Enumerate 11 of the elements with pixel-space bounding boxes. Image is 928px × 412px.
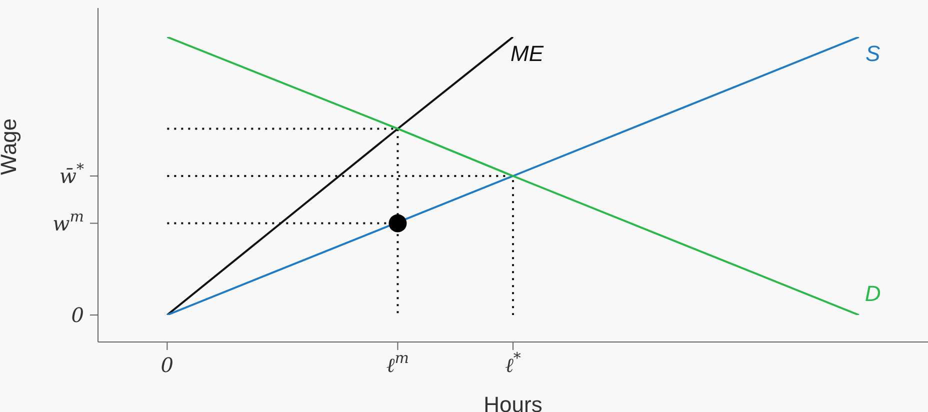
series-label: ME [510, 41, 544, 66]
series-label: S [865, 41, 880, 66]
x-tick-label: ℓ$^{*}$ [505, 349, 522, 377]
y-axis-title: Wage [0, 118, 21, 175]
series-label: D [864, 281, 881, 306]
x-tick-label: 0 [160, 353, 174, 377]
x-axis-title: Hours [484, 392, 542, 412]
ref-line-label: w$^{m}$ [52, 207, 84, 236]
x-tick-label: ℓ$^{m}$ [386, 349, 410, 377]
ref-line-label: w̄$^{*}$ [59, 160, 84, 188]
ref-line-label: 0 [71, 303, 84, 327]
